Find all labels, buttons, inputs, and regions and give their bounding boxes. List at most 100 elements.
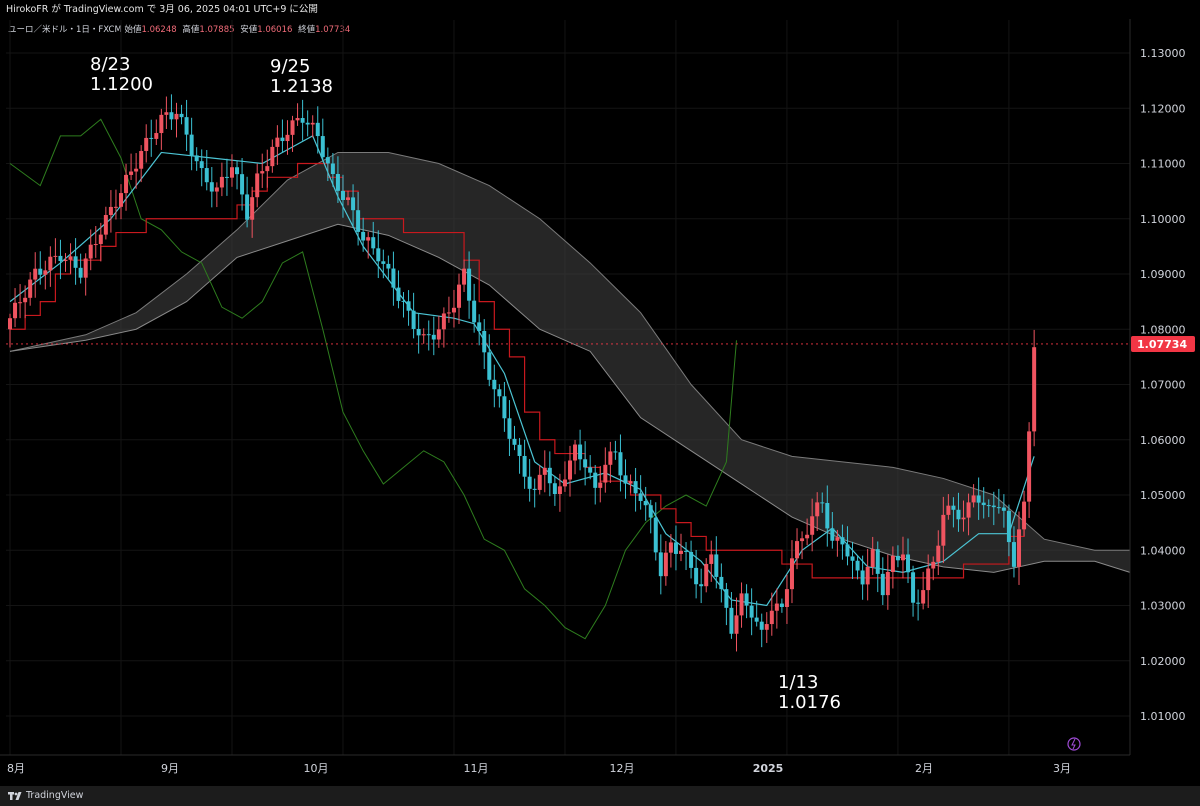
candle-body [204,168,209,183]
candle-body [512,438,517,445]
candle-body [562,479,567,487]
candle-body [431,334,436,340]
candle-body [684,550,689,552]
candle-body [946,505,951,515]
candle-body [966,502,971,518]
candle-body [810,516,815,535]
candle-body [588,467,593,473]
candle-body [325,157,330,164]
candle-body [8,318,12,330]
candle-body [83,258,88,278]
candle-body [673,542,678,554]
candle-body [638,493,643,501]
candle-body [280,137,285,142]
annotation-price: 1.1200 [90,74,153,95]
candle-body [603,464,608,483]
price-tick-label: 1.12000 [1140,102,1186,115]
candle-body [875,549,880,574]
legend-high-label: 高値 [182,25,200,35]
candle-body [209,182,214,192]
candle-body [578,444,583,460]
time-axis: 8月 9月 10月 11月 12月 2025 2月 3月 [0,737,1200,786]
time-axis-bg [0,755,1200,786]
candle-body [825,502,830,529]
candle-body [174,113,179,120]
price-tick-label: 1.06000 [1140,434,1186,447]
candle-body [557,486,562,495]
price-tick-label: 1.04000 [1140,544,1186,557]
candle-body [906,554,911,573]
price-tick-label: 1.05000 [1140,489,1186,502]
candle-body [361,231,366,241]
price-tick-label: 1.07000 [1140,379,1186,392]
candle-body [199,161,204,169]
candle-body [467,268,472,301]
candle-body [678,550,683,554]
candle-body [340,190,345,200]
candle-body [48,256,53,271]
candle-body [446,312,451,314]
candle-body [668,542,673,553]
candle-body [68,256,73,260]
legend-close-value: 1.07734 [315,25,351,35]
price-tick-label: 1.13000 [1140,47,1186,60]
candle-body [270,146,275,167]
candle-body [58,255,63,262]
candle-body [472,300,477,323]
senkou-a-line [9,151,1130,551]
candle-body [618,452,623,476]
candle-body [315,122,320,137]
candle-body [351,197,356,211]
candle-body [714,554,719,577]
candle-body [951,505,956,510]
candle-body [487,352,492,380]
candle-body [159,114,164,134]
current-price-badge [1131,335,1195,352]
candle-body [240,174,245,195]
candle-body [1017,529,1022,567]
footer-bar: TradingView [0,786,1200,806]
candle-body [421,334,426,336]
price-tick-label: 1.10000 [1140,213,1186,226]
kijun-line [10,162,1025,579]
candle-body [779,603,784,608]
candle-body [250,197,255,220]
candle-body [850,556,855,561]
candle-body [931,561,936,569]
candle-body [633,481,638,494]
legend-open-value: 1.06248 [141,25,177,35]
price-axis: 1.13000 1.12000 1.11000 1.10000 1.09000 1.080… [1129,19,1200,786]
candle-body [815,502,820,517]
candle-body [1001,507,1006,511]
symbol-legend: ユーロ／米ドル・1日・FXCM 始値1.06248 高値1.07885 安値1.… [8,23,353,35]
candle-body [971,495,976,503]
candle-body [426,334,431,336]
annotation-date: 8/23 [90,54,130,75]
publisher-line: HirokoFR が TradingView.com で 3月 06, 2025… [6,4,318,15]
candle-body [219,176,224,188]
candle-body [517,444,522,456]
candle-body [830,528,835,541]
candle-body [759,621,764,630]
candle-body [754,617,759,622]
candle-body [820,502,825,504]
legend-low-value: 1.06016 [257,25,293,35]
candle-body [295,118,300,121]
candle-body [628,481,633,484]
time-tick-label: 12月 [610,762,635,775]
candle-body [356,210,361,232]
candle-body [260,171,265,174]
candle-body [658,552,663,577]
candle-body [573,444,578,461]
candle-body [108,206,113,216]
candle-body [522,455,527,477]
candle-body [976,495,981,503]
candle-body [916,602,921,604]
candle-body [134,168,139,172]
candle-body [396,287,401,301]
candle-body [890,555,895,572]
candle-body [477,322,482,331]
candle-body [457,284,462,308]
candle-body [335,174,340,191]
